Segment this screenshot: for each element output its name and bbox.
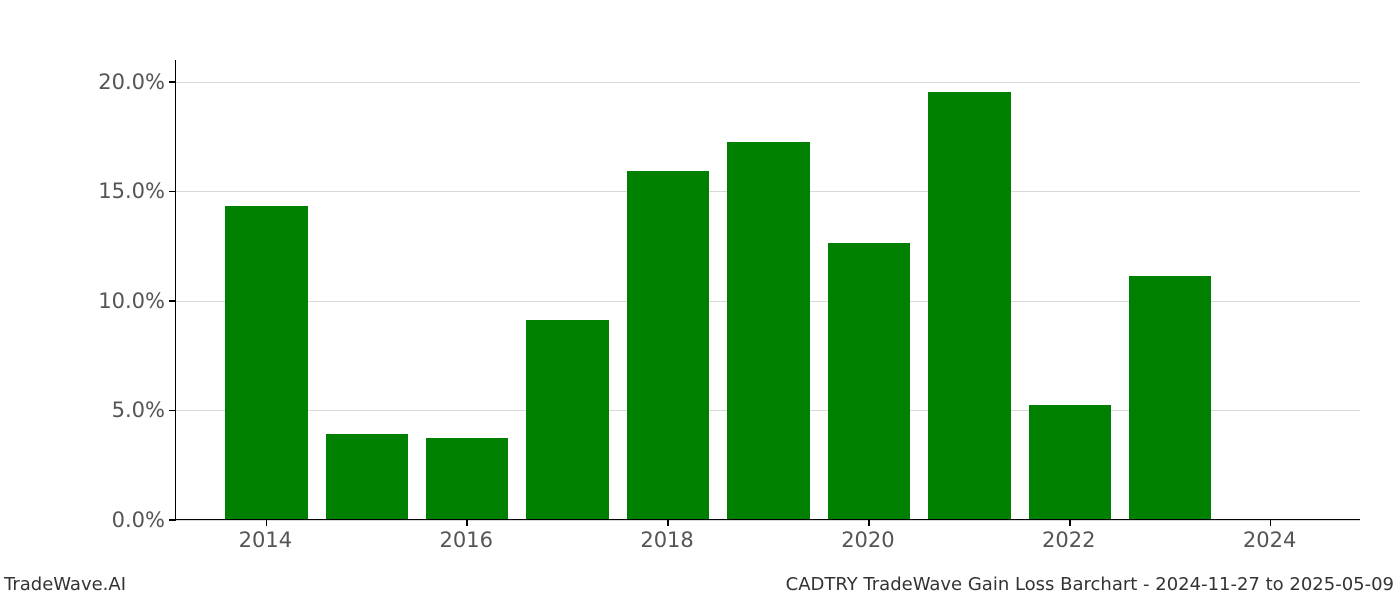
bar [928,92,1010,519]
bar [828,243,910,519]
x-tick-label: 2018 [640,528,693,552]
x-tick-mark [266,519,268,526]
x-tick-mark [667,519,669,526]
x-tick-mark [466,519,468,526]
y-tick-label: 15.0% [65,179,165,203]
bar [426,438,508,519]
y-tick-mark [169,519,176,521]
x-tick-mark [1270,519,1272,526]
x-tick-label: 2022 [1042,528,1095,552]
bar [526,320,608,519]
x-tick-mark [868,519,870,526]
gridline [176,520,1360,521]
bar [326,434,408,519]
y-tick-label: 0.0% [65,508,165,532]
y-tick-mark [169,300,176,302]
bar [1029,405,1111,519]
x-tick-label: 2020 [841,528,894,552]
chart-container: 0.0% 5.0% 10.0% 15.0% 20.0% 2014 2016 2018 2020… [0,0,1400,600]
x-tick-label: 2016 [439,528,492,552]
y-tick-mark [169,191,176,193]
bar [225,206,307,519]
x-tick-label: 2024 [1243,528,1296,552]
y-tick-mark [169,81,176,83]
footer-left-text: TradeWave.AI [4,574,126,595]
x-tick-label: 2014 [239,528,292,552]
gridline [176,82,1360,83]
footer-right-text: CADTRY TradeWave Gain Loss Barchart - 20… [786,574,1394,595]
plot-area [175,60,1360,520]
y-tick-mark [169,410,176,412]
bar [727,142,809,519]
bar [1129,276,1211,519]
y-tick-label: 20.0% [65,70,165,94]
bar [627,171,709,519]
y-tick-label: 5.0% [65,398,165,422]
x-tick-mark [1069,519,1071,526]
y-tick-label: 10.0% [65,289,165,313]
